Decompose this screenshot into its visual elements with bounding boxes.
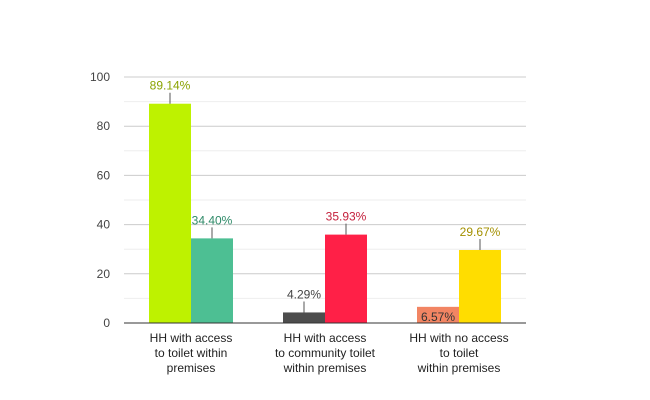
bar [325,234,367,323]
bars [149,103,501,323]
x-category-label: HH with access [150,331,233,345]
bar [191,238,233,323]
bar [459,250,501,323]
y-tick-label: 20 [97,267,111,281]
x-category-label: to toilet within [155,346,228,360]
data-label: 34.40% [192,213,233,227]
y-tick-label: 40 [97,218,111,232]
y-tick-label: 100 [90,70,110,84]
data-label: 89.14% [150,79,191,93]
x-category-label: premises [167,361,216,375]
y-tick-label: 0 [103,316,110,330]
x-category-label: to toilet [440,346,479,360]
data-label: 6.57% [421,310,455,324]
y-tick-label: 60 [97,168,111,182]
data-labels: 89.14% 34.40% 4.29% 35.93% 6.57% 29.67% [150,79,501,324]
x-category-label: HH with no access [409,331,508,345]
x-category-label: to community toilet [275,346,376,360]
bar [149,103,191,323]
x-category-label: HH with access [284,331,367,345]
x-category-label: within premises [417,361,501,375]
x-category-label: within premises [283,361,367,375]
data-label: 29.67% [460,225,501,239]
data-label: 35.93% [326,210,367,224]
y-tick-label: 80 [97,119,111,133]
bar [417,306,459,323]
y-axis-ticks: 0 20 40 60 80 100 [90,70,110,330]
bar [283,312,325,323]
data-label: 4.29% [287,287,321,301]
